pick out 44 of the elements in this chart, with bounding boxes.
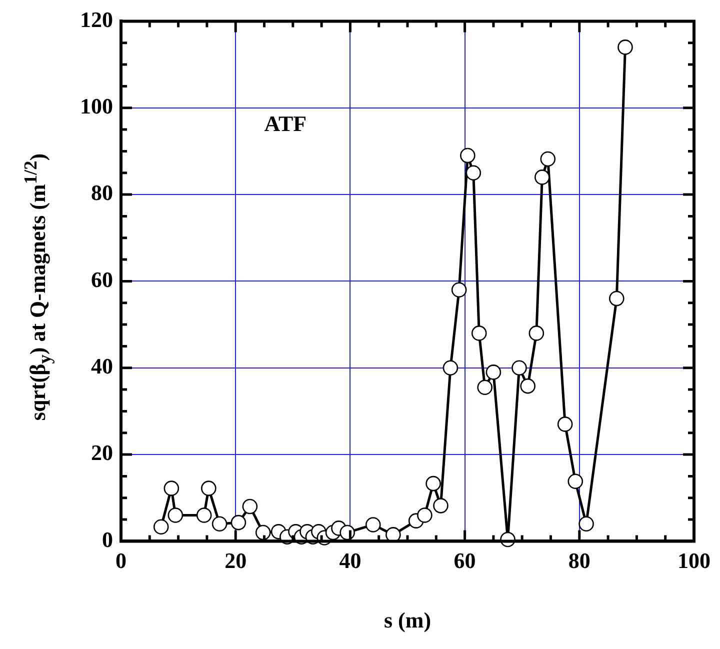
x-tick-label: 100 bbox=[678, 548, 710, 574]
point bbox=[568, 474, 584, 490]
x-tick-label: 20 bbox=[224, 548, 247, 574]
y-tick-label: 120 bbox=[80, 6, 113, 32]
point bbox=[608, 290, 624, 306]
point bbox=[153, 519, 169, 535]
point bbox=[460, 148, 476, 164]
point bbox=[578, 516, 594, 532]
point bbox=[451, 282, 467, 298]
y-tick-label: 60 bbox=[91, 266, 113, 292]
x-tick-label: 40 bbox=[339, 548, 362, 574]
point bbox=[164, 480, 180, 496]
point bbox=[534, 170, 550, 185]
annotation: ATF bbox=[264, 110, 307, 136]
point bbox=[471, 326, 487, 341]
y-tick-label: 100 bbox=[80, 94, 113, 119]
point bbox=[520, 378, 536, 394]
point bbox=[201, 480, 216, 496]
y-tick-label: 80 bbox=[91, 180, 113, 206]
point bbox=[557, 416, 573, 432]
point bbox=[477, 380, 493, 396]
point bbox=[168, 508, 184, 523]
x-axis-title: s (m) bbox=[384, 607, 432, 632]
y-tick-label: 20 bbox=[91, 440, 113, 466]
point bbox=[242, 498, 258, 514]
point bbox=[255, 524, 271, 540]
y-tick-label: 0 bbox=[102, 526, 113, 552]
point bbox=[426, 476, 441, 492]
point bbox=[212, 516, 228, 532]
point bbox=[486, 364, 502, 380]
point bbox=[466, 165, 482, 181]
point bbox=[442, 360, 458, 376]
point bbox=[196, 508, 212, 523]
point bbox=[230, 514, 246, 530]
point bbox=[618, 40, 633, 55]
point bbox=[528, 326, 544, 341]
x-tick-label: 60 bbox=[454, 548, 476, 574]
point bbox=[365, 517, 381, 532]
point bbox=[512, 360, 527, 376]
point bbox=[433, 498, 448, 514]
point bbox=[540, 151, 556, 167]
point bbox=[417, 508, 432, 523]
x-tick-label: 80 bbox=[568, 548, 590, 574]
y-tick-label: 40 bbox=[91, 354, 113, 379]
